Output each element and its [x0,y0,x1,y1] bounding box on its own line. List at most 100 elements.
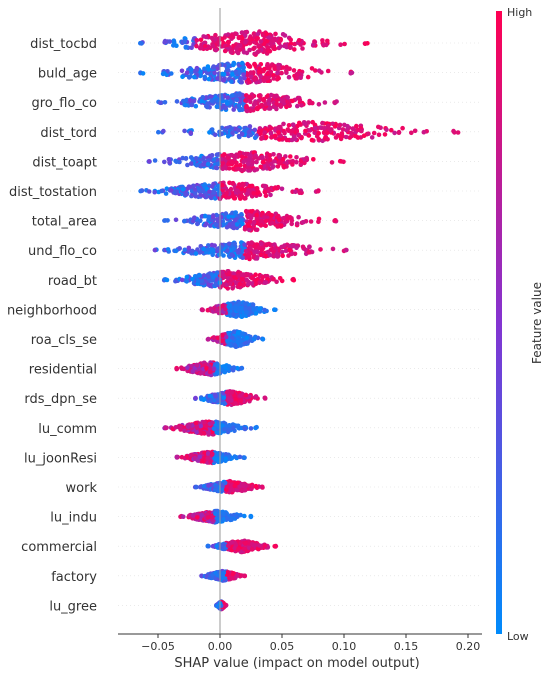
data-point [190,513,196,518]
data-point [281,165,287,170]
data-point [262,49,267,54]
data-point [273,37,278,43]
data-point [290,162,295,167]
data-point [275,254,280,259]
data-point [287,247,293,253]
data-point [205,543,211,549]
data-point [268,92,274,98]
data-point [272,186,277,191]
data-point [206,282,211,288]
data-point [184,192,189,197]
data-point [220,166,226,171]
data-point [276,75,282,81]
data-point [254,186,260,192]
data-point [162,38,168,44]
data-point [169,71,174,76]
data-point [286,74,292,80]
data-point [165,247,171,252]
data-point [161,128,166,134]
data-point [243,392,249,398]
data-point [225,248,230,253]
data-point [296,214,301,220]
data-point [147,159,152,164]
data-point [258,241,264,246]
data-point [280,156,286,162]
data-point [203,222,208,228]
data-point [266,101,272,106]
data-point [376,132,382,138]
data-point [238,162,243,168]
data-point [158,100,163,106]
data-point [251,191,257,196]
data-point [188,130,193,135]
data-point [223,128,228,133]
data-point [221,273,226,279]
data-point [281,121,286,127]
data-point [213,36,218,42]
data-point [156,129,161,135]
data-point [280,249,285,255]
data-point [217,192,222,197]
data-point [269,135,274,140]
data-point [275,125,281,131]
data-point [254,249,259,254]
data-point [252,244,258,249]
data-point [243,104,249,110]
data-point [294,221,300,226]
data-point [164,277,170,283]
data-point [298,158,304,164]
data-point [139,188,144,193]
data-point [163,191,169,196]
data-point [146,189,152,194]
data-point [192,187,198,192]
data-point [260,32,266,38]
data-point [290,244,295,249]
data-point [234,573,240,578]
data-point [179,365,184,371]
data-point [270,165,275,170]
data-point [233,31,238,36]
data-point [234,97,239,102]
data-point [152,189,157,195]
data-point [246,254,252,259]
data-point [337,158,343,164]
data-point [193,484,199,490]
data-point [210,214,216,220]
data-point [262,215,267,220]
data-point [292,251,298,257]
data-point [338,42,343,47]
data-point [277,154,282,160]
data-point [316,219,321,225]
data-point [250,159,256,165]
data-point [166,157,172,162]
data-point [243,541,248,546]
data-point [222,48,228,54]
data-point [254,424,259,430]
data-point [194,363,200,368]
data-point [455,130,461,135]
data-point [239,154,245,160]
data-point [348,130,354,136]
data-point [182,128,187,134]
data-point [302,121,308,127]
data-point [214,104,220,110]
data-point [251,46,256,52]
data-point [248,426,254,431]
data-point [213,222,219,228]
data-point [249,183,255,189]
data-point [230,575,236,581]
data-point [211,157,217,162]
data-point [203,34,209,40]
data-point [239,272,245,278]
data-point [167,39,173,44]
data-point [279,70,284,76]
data-point [262,280,268,286]
data-point [207,189,212,194]
data-point [244,271,249,277]
data-point [238,398,244,404]
data-point [260,336,266,342]
data-point [262,307,267,313]
data-point [261,96,266,102]
data-point [248,99,253,105]
data-point [180,74,185,80]
